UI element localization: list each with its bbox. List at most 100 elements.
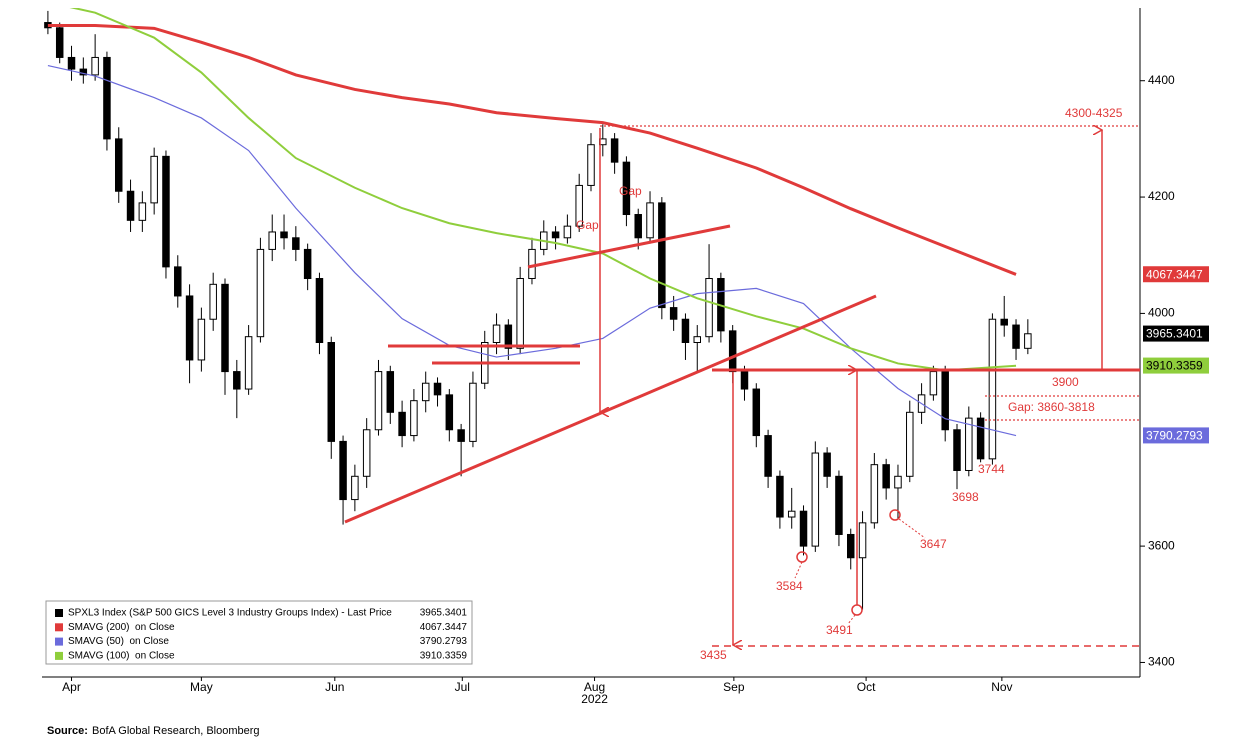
- annotation: 3435: [700, 648, 727, 662]
- candle-body: [292, 237, 300, 250]
- candle-body: [126, 190, 135, 221]
- moving-average: [47, 65, 1017, 437]
- candle-body: [681, 318, 690, 344]
- annotation: 3900: [1052, 375, 1079, 389]
- legend-swatch: [55, 637, 63, 646]
- candle-body: [55, 27, 64, 58]
- legend: SPXL3 Index (S&P 500 GICS Level 3 Indust…: [45, 600, 473, 665]
- leader: [898, 518, 926, 539]
- annotation: 3584: [776, 579, 803, 593]
- x-tick-label: Aug: [584, 680, 605, 694]
- candle-body: [1000, 318, 1008, 326]
- last-value-label: 4067.3447: [1146, 267, 1203, 281]
- candle-body: [268, 231, 276, 250]
- legend-label: SMAVG (200) on Close: [68, 622, 175, 633]
- candle-body: [906, 411, 914, 477]
- last-value-label: 3790.2793: [1146, 429, 1203, 443]
- candle-body: [1024, 333, 1032, 349]
- x-tick-label: Oct: [857, 680, 876, 694]
- candle-body: [870, 464, 879, 524]
- candle-body: [929, 371, 938, 396]
- candle-body: [433, 382, 442, 396]
- legend-label: SPXL3 Index (S&P 500 GICS Level 3 Indust…: [68, 608, 392, 619]
- candle-body: [398, 411, 406, 437]
- candle-body: [658, 202, 666, 309]
- candle-body: [280, 231, 288, 239]
- candle-body: [244, 336, 253, 390]
- candle-body: [776, 475, 784, 518]
- legend-label: SMAVG (100) on Close: [68, 651, 175, 662]
- candle-body: [79, 68, 88, 76]
- candle-body: [894, 475, 902, 489]
- plot-area: [44, 8, 1032, 610]
- candle-body: [114, 138, 123, 192]
- candle-body: [516, 278, 524, 349]
- candle-body: [787, 510, 796, 518]
- candle-body: [1012, 324, 1020, 349]
- candle-body: [846, 533, 855, 559]
- annotation: 3744: [978, 462, 1005, 476]
- last-value-box: [1143, 325, 1209, 342]
- x-tick-label: Apr: [62, 680, 81, 694]
- annotation: 3491: [826, 623, 853, 637]
- legend-swatch: [55, 651, 63, 660]
- candle-body: [233, 371, 241, 390]
- annotation-lines: [344, 126, 1140, 646]
- candle-body: [882, 464, 890, 489]
- candle-body: [339, 440, 347, 501]
- candle-body: [575, 184, 583, 227]
- candle-body: [256, 248, 265, 338]
- candle-body: [823, 452, 831, 477]
- leader: [794, 561, 803, 579]
- candle-body: [953, 429, 961, 471]
- candle-body: [504, 324, 513, 349]
- candle-body: [988, 318, 997, 460]
- candle-body: [941, 371, 949, 431]
- candle-body: [362, 429, 371, 477]
- x-tick-label: Jul: [455, 680, 470, 694]
- legend-swatch: [55, 609, 63, 617]
- candle-body: [185, 295, 194, 361]
- candle-body: [91, 56, 99, 76]
- candle-body: [197, 318, 206, 361]
- candle-body: [587, 144, 595, 186]
- annotation: Gap: 3860-3818: [1008, 400, 1095, 414]
- candle-body: [386, 371, 395, 413]
- candle-body: [858, 522, 867, 559]
- y-tick-label: 4400: [1148, 73, 1175, 87]
- legend-value: 3910.3359: [420, 651, 468, 662]
- x-tick-label: Jun: [325, 680, 344, 694]
- candle-body: [669, 307, 678, 320]
- legend-swatch: [55, 623, 63, 632]
- candle-body: [646, 202, 654, 239]
- trend-line: [527, 224, 731, 269]
- candle-body: [469, 382, 477, 442]
- candle-body: [740, 371, 749, 390]
- legend-value: 4067.3447: [420, 622, 468, 633]
- candle-body: [634, 214, 642, 239]
- candle-body: [138, 202, 147, 221]
- candle-body: [764, 435, 772, 477]
- candle-body: [492, 324, 501, 343]
- legend-box: [45, 600, 473, 665]
- annotation: 3698: [952, 490, 979, 504]
- candle-body: [752, 388, 761, 437]
- legend-label: SMAVG (50) on Close: [68, 636, 169, 647]
- candle-body: [150, 155, 158, 204]
- trend-line: [344, 294, 877, 524]
- candle-body: [551, 231, 560, 239]
- candle-body: [705, 278, 713, 338]
- candle-body: [457, 429, 465, 442]
- last-value-box: [1143, 427, 1209, 444]
- annotations: Gap Gap 4300-4325 3900 Gap: 3860-3818 37…: [576, 106, 1123, 662]
- candle-body: [799, 510, 808, 547]
- candle-body: [728, 330, 737, 373]
- annotation: 4300-4325: [1065, 106, 1123, 120]
- candle-body: [421, 382, 430, 402]
- candle-body: [327, 342, 336, 442]
- y-tick-label: 3400: [1148, 655, 1175, 669]
- annotation: Gap: [576, 218, 599, 232]
- x-axis-label: 2022: [581, 692, 608, 706]
